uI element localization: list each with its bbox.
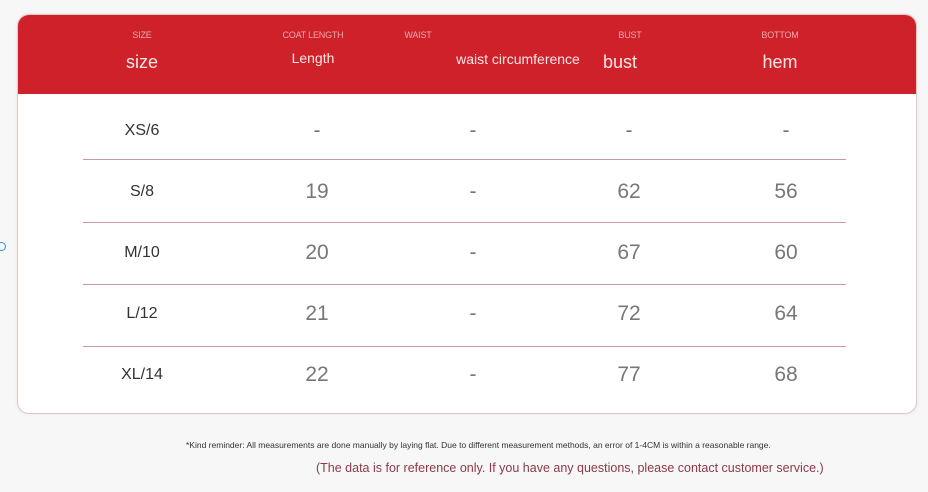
header-bust-label: bust	[602, 52, 638, 72]
cell-bust: 62	[617, 180, 641, 203]
cell-hem: 60	[774, 241, 798, 264]
cell-waist: -	[469, 302, 477, 325]
cell-length: 19	[305, 180, 329, 203]
table-row: XS/6 - - - -	[18, 101, 916, 161]
cell-length: 20	[305, 241, 329, 264]
edge-marker	[0, 242, 6, 251]
table-row: XL/14 22 - 77 68	[18, 345, 916, 405]
table-row: M/10 20 - 67 60	[18, 223, 916, 283]
cell-hem: -	[782, 119, 790, 142]
cell-bust: 77	[617, 363, 641, 386]
cell-waist: -	[469, 119, 477, 142]
row-divider	[83, 222, 846, 223]
cell-size: L/12	[126, 305, 158, 322]
table-row: S/8 19 - 62 56	[18, 162, 916, 222]
measurement-reminder: *Kind reminder: All measurements are don…	[186, 440, 771, 450]
cell-size: XS/6	[124, 122, 160, 139]
cell-hem: 68	[774, 363, 798, 386]
header-size-caption: SIZE	[132, 30, 152, 40]
cell-length: 21	[305, 302, 329, 325]
header-length-label: Length	[291, 50, 335, 66]
row-divider	[83, 159, 846, 160]
cell-waist: -	[469, 241, 477, 264]
header-hem-label: hem	[762, 52, 798, 72]
header-length-caption: COAT LENGTH	[282, 30, 344, 40]
cell-size: M/10	[124, 244, 160, 261]
table-row: L/12 21 - 72 64	[18, 284, 916, 344]
cell-waist: -	[469, 363, 477, 386]
cell-size: XL/14	[121, 366, 163, 383]
cell-length: 22	[305, 363, 329, 386]
row-divider	[83, 346, 846, 347]
cell-bust: -	[625, 119, 633, 142]
cell-bust: 67	[617, 241, 641, 264]
reference-note: (The data is for reference only. If you …	[316, 461, 824, 475]
cell-hem: 56	[774, 180, 798, 203]
table-header: SIZE size COAT LENGTH Length WAIST waist…	[18, 15, 916, 94]
cell-waist: -	[469, 180, 477, 203]
header-size-label: size	[125, 52, 158, 72]
cell-length: -	[313, 119, 321, 142]
header-waist-label: waist circumference	[456, 51, 580, 67]
header-waist-caption: WAIST	[404, 30, 432, 40]
header-bust-caption: BUST	[618, 30, 642, 40]
row-divider	[83, 284, 846, 285]
cell-bust: 72	[617, 302, 641, 325]
cell-size: S/8	[129, 183, 154, 200]
size-chart-table: SIZE size COAT LENGTH Length WAIST waist…	[17, 14, 917, 414]
header-hem-caption: BOTTOM	[761, 30, 799, 40]
cell-hem: 64	[774, 302, 798, 325]
